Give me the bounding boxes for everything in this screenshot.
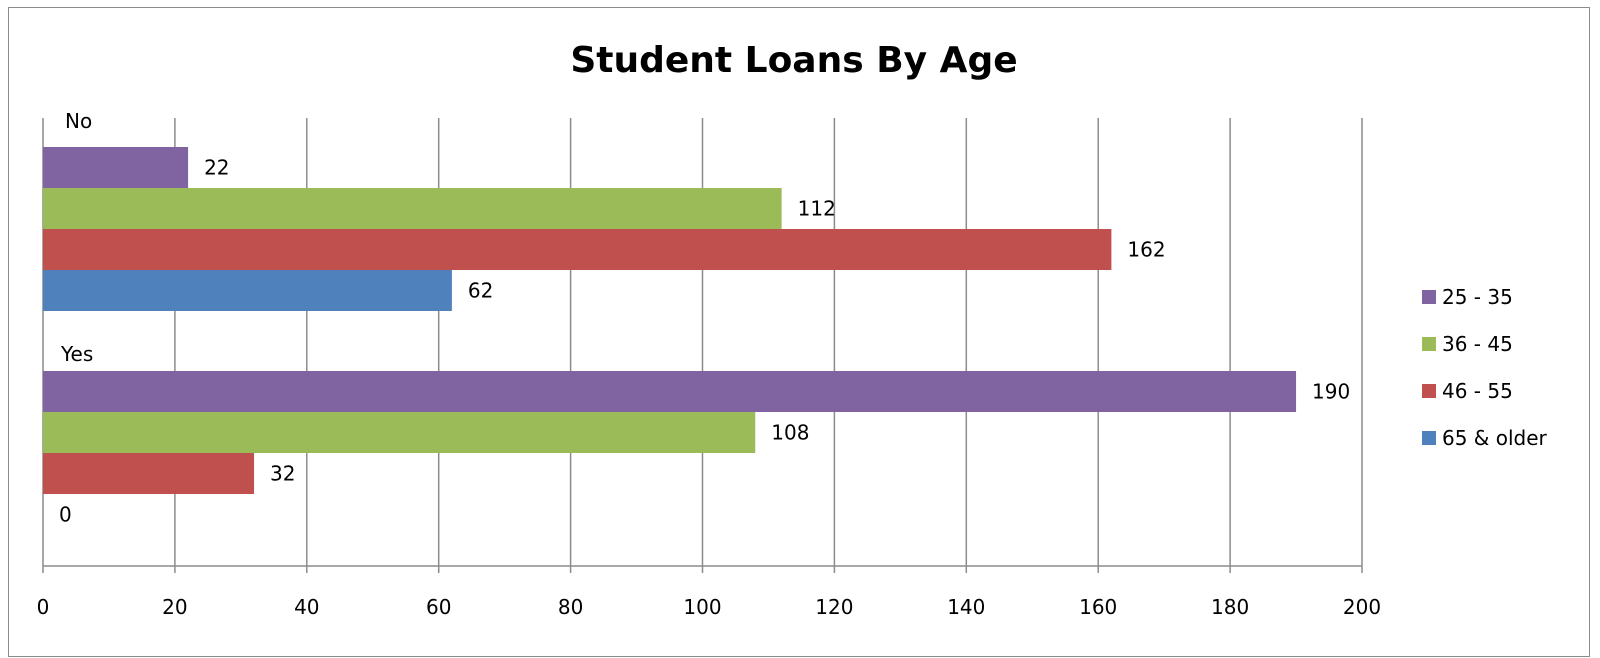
legend-swatch-1 bbox=[1422, 290, 1436, 304]
legend-label-4: 65 & older bbox=[1442, 426, 1548, 450]
data-label-yes-2: 108 bbox=[771, 421, 809, 445]
x-tick-label-120: 120 bbox=[815, 595, 853, 619]
data-label-no-3: 162 bbox=[1127, 238, 1165, 262]
x-tick-label-80: 80 bbox=[558, 595, 583, 619]
legend-label-2: 36 - 45 bbox=[1442, 332, 1513, 356]
bar-yes-1 bbox=[43, 371, 1297, 412]
data-label-no-2: 112 bbox=[798, 197, 836, 221]
bar-yes-2 bbox=[43, 412, 756, 453]
bar-no-1 bbox=[43, 147, 189, 188]
legend-swatch-4 bbox=[1422, 431, 1436, 445]
legend-swatch-2 bbox=[1422, 337, 1436, 351]
x-tick-label-200: 200 bbox=[1343, 595, 1381, 619]
legend-swatch-3 bbox=[1422, 384, 1436, 398]
bar-no-4 bbox=[43, 270, 452, 311]
x-tick-label-100: 100 bbox=[683, 595, 721, 619]
legend-label-1: 25 - 35 bbox=[1442, 285, 1513, 309]
bar-no-3 bbox=[43, 229, 1112, 270]
chart-title: Student Loans By Age bbox=[570, 40, 1017, 81]
data-label-yes-3: 32 bbox=[270, 462, 295, 486]
x-tick-label-160: 160 bbox=[1079, 595, 1117, 619]
legend-label-3: 46 - 55 bbox=[1442, 379, 1513, 403]
data-label-no-1: 22 bbox=[204, 156, 229, 180]
data-labels: 22 112 162 62 190 108 32 0 bbox=[59, 156, 1350, 527]
x-tick-label-60: 60 bbox=[426, 595, 451, 619]
gridlines bbox=[42, 118, 1363, 573]
category-labels: No Yes bbox=[60, 109, 93, 366]
bars bbox=[43, 147, 1297, 494]
data-label-no-4: 62 bbox=[468, 279, 493, 303]
bar-yes-3 bbox=[43, 453, 255, 494]
data-label-yes-1: 190 bbox=[1312, 380, 1350, 404]
legend: 25 - 35 36 - 45 46 - 55 65 & older bbox=[1422, 285, 1548, 450]
x-tick-label-140: 140 bbox=[947, 595, 985, 619]
bar-no-2 bbox=[43, 188, 782, 229]
data-label-yes-4: 0 bbox=[59, 503, 72, 527]
x-tick-label-40: 40 bbox=[294, 595, 319, 619]
category-label-no: No bbox=[65, 109, 92, 133]
x-tick-label-0: 0 bbox=[37, 595, 50, 619]
x-axis: 0 20 40 60 80 100 120 140 160 180 200 bbox=[37, 565, 1381, 619]
x-tick-label-180: 180 bbox=[1211, 595, 1249, 619]
category-label-yes: Yes bbox=[60, 342, 93, 366]
x-tick-label-20: 20 bbox=[162, 595, 187, 619]
chart-frame bbox=[8, 7, 1590, 657]
